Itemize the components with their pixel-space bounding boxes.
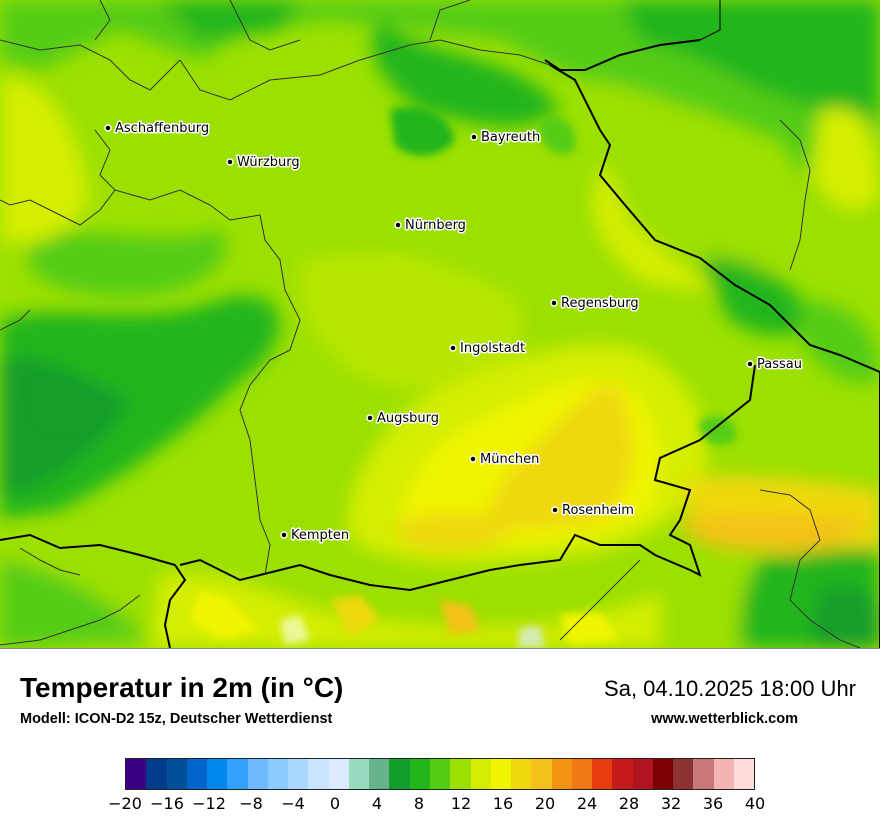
legend-swatch — [592, 759, 613, 789]
legend-swatch — [288, 759, 309, 789]
city-label: Ingolstadt — [460, 341, 525, 356]
legend-swatch — [571, 759, 593, 789]
city-label: Kempten — [291, 528, 349, 543]
color-legend-bar — [125, 758, 755, 790]
legend-swatch — [369, 759, 390, 789]
legend-swatch — [328, 759, 349, 789]
legend-swatch — [531, 759, 552, 789]
legend-tick-label: −4 — [281, 794, 305, 813]
city-label: Rosenheim — [562, 503, 634, 518]
legend-swatch — [652, 759, 674, 789]
city-dot — [746, 360, 754, 368]
legend-swatch — [389, 759, 410, 789]
legend-swatch — [733, 759, 755, 789]
legend-swatch — [470, 759, 491, 789]
legend-tick-label: −12 — [192, 794, 226, 813]
city-label: Passau — [757, 357, 802, 372]
legend-swatch — [693, 759, 714, 789]
legend-swatch — [267, 759, 289, 789]
city-marker: Regensburg — [550, 295, 640, 313]
city-label: Regensburg — [561, 296, 639, 311]
city-marker: Nürnberg — [394, 217, 467, 235]
city-label: Würzburg — [237, 155, 300, 170]
city-dot — [551, 506, 559, 514]
legend-swatch — [490, 759, 512, 789]
city-marker: Passau — [746, 356, 803, 374]
legend-swatch — [348, 759, 370, 789]
legend-swatch — [126, 759, 147, 789]
legend-swatch — [511, 759, 532, 789]
legend-tick-label: 12 — [450, 794, 472, 813]
legend-swatch — [713, 759, 734, 789]
city-marker: Bayreuth — [470, 129, 542, 147]
city-label: Augsburg — [377, 411, 439, 426]
city-label: Bayreuth — [481, 130, 540, 145]
legend-tick-label: −20 — [108, 794, 142, 813]
legend-swatch — [632, 759, 653, 789]
legend-tick-label: 16 — [492, 794, 514, 813]
legend-swatch — [186, 759, 208, 789]
city-dot — [469, 455, 477, 463]
legend-swatch — [409, 759, 430, 789]
city-label: Nürnberg — [405, 218, 466, 233]
legend-swatch — [673, 759, 694, 789]
city-dot — [550, 299, 558, 307]
legend-swatch — [166, 759, 187, 789]
city-dot — [280, 531, 288, 539]
legend-tick-label: 24 — [576, 794, 598, 813]
legend-swatch — [612, 759, 633, 789]
city-marker: Kempten — [280, 527, 351, 545]
city-dot — [449, 344, 457, 352]
website-link[interactable]: www.wetterblick.com — [651, 711, 798, 727]
legend-tick-label: 4 — [371, 794, 383, 813]
color-legend-labels: −20 −16 −12 −8 −4 0 4 8 12 16 20 24 28 32 36 40 — [0, 794, 880, 818]
city-marker: München — [469, 451, 541, 469]
legend-swatch — [551, 759, 572, 789]
city-dot — [470, 133, 478, 141]
map-canvas: Aschaffenburg Würzburg Bayreuth Nürnberg Reg… — [0, 0, 880, 648]
legend-swatch — [227, 759, 248, 789]
legend-swatch — [450, 759, 471, 789]
city-dot — [104, 124, 112, 132]
city-label: Aschaffenburg — [115, 121, 209, 136]
city-markers: Aschaffenburg Würzburg Bayreuth Nürnberg Reg… — [104, 120, 803, 545]
legend-tick-label: 8 — [413, 794, 425, 813]
city-label: München — [480, 452, 539, 467]
legend-swatch — [247, 759, 268, 789]
forecast-datetime: Sa, 04.10.2025 18:00 Uhr — [604, 676, 856, 701]
legend-tick-label: −16 — [150, 794, 184, 813]
legend-tick-label: −8 — [239, 794, 263, 813]
city-marker: Ingolstadt — [449, 340, 527, 358]
temperature-map: Aschaffenburg Würzburg Bayreuth Nürnberg Reg… — [0, 0, 880, 649]
legend-tick-label: 20 — [534, 794, 556, 813]
map-title: Temperatur in 2m (in °C) — [20, 672, 344, 703]
city-marker: Würzburg — [226, 154, 301, 172]
model-source: Modell: ICON-D2 15z, Deutscher Wetterdie… — [20, 711, 333, 727]
city-dot — [394, 221, 402, 229]
city-dot — [226, 158, 234, 166]
city-marker: Augsburg — [366, 410, 441, 428]
legend-tick-label: 32 — [660, 794, 682, 813]
temperature-detail-layers — [30, 106, 736, 648]
legend-tick-label: 0 — [329, 794, 341, 813]
city-dot — [366, 414, 374, 422]
legend-swatch — [207, 759, 228, 789]
legend-swatch — [308, 759, 329, 789]
legend-tick-label: 40 — [744, 794, 766, 813]
legend-swatch — [429, 759, 451, 789]
city-marker: Rosenheim — [551, 502, 635, 520]
border-lines — [0, 0, 880, 648]
legend-swatch — [146, 759, 167, 789]
city-marker: Aschaffenburg — [104, 120, 211, 138]
legend-tick-label: 36 — [702, 794, 724, 813]
legend-tick-label: 28 — [618, 794, 640, 813]
